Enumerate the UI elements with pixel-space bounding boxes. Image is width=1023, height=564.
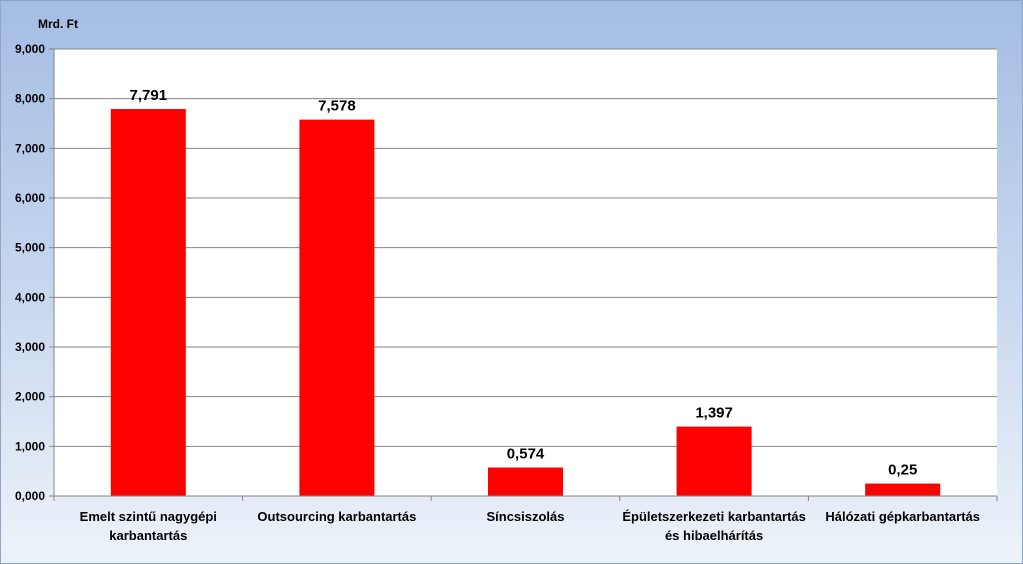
bar	[488, 467, 563, 496]
y-tick-label: 4,000	[15, 290, 45, 304]
x-category-label: Épületszerkezeti karbantartás	[622, 509, 806, 524]
unit-label: Mrd. Ft	[38, 17, 78, 31]
y-tick-label: 0,000	[15, 489, 45, 503]
x-category-label: Síncsiszolás	[486, 509, 564, 524]
x-category-label: Hálózati gépkarbantartás	[825, 509, 980, 524]
y-tick-label: 9,000	[15, 42, 45, 56]
data-label: 7,578	[318, 98, 356, 115]
x-category-label: és hibaelhárítás	[665, 528, 763, 543]
x-category-label: karbantartás	[109, 528, 187, 543]
bar	[865, 483, 941, 496]
bar	[676, 426, 752, 496]
labels: 0,000 1,000 2,000 3,000 4,000 5,000 6,000 7,000…	[15, 42, 980, 543]
gridlines	[54, 48, 997, 447]
y-tick-label: 8,000	[15, 92, 45, 106]
data-label: 7,791	[130, 87, 168, 104]
y-tick-label: 3,000	[15, 340, 45, 354]
plot-area	[54, 49, 997, 496]
x-category-label: Emelt szintű nagygépi	[80, 509, 217, 524]
bar	[110, 109, 186, 496]
data-label: 0,25	[888, 462, 917, 479]
bar	[299, 119, 375, 496]
axes	[49, 48, 998, 501]
y-tick-label: 6,000	[15, 191, 45, 205]
y-tick-label: 7,000	[15, 141, 45, 155]
bars	[110, 109, 941, 496]
data-label: 1,397	[695, 405, 733, 422]
y-tick-label: 2,000	[15, 390, 45, 404]
data-label: 0,574	[507, 445, 545, 462]
y-tick-label: 1,000	[15, 439, 45, 453]
x-category-label: Outsourcing karbantartás	[257, 509, 416, 524]
y-tick-label: 5,000	[15, 241, 45, 255]
